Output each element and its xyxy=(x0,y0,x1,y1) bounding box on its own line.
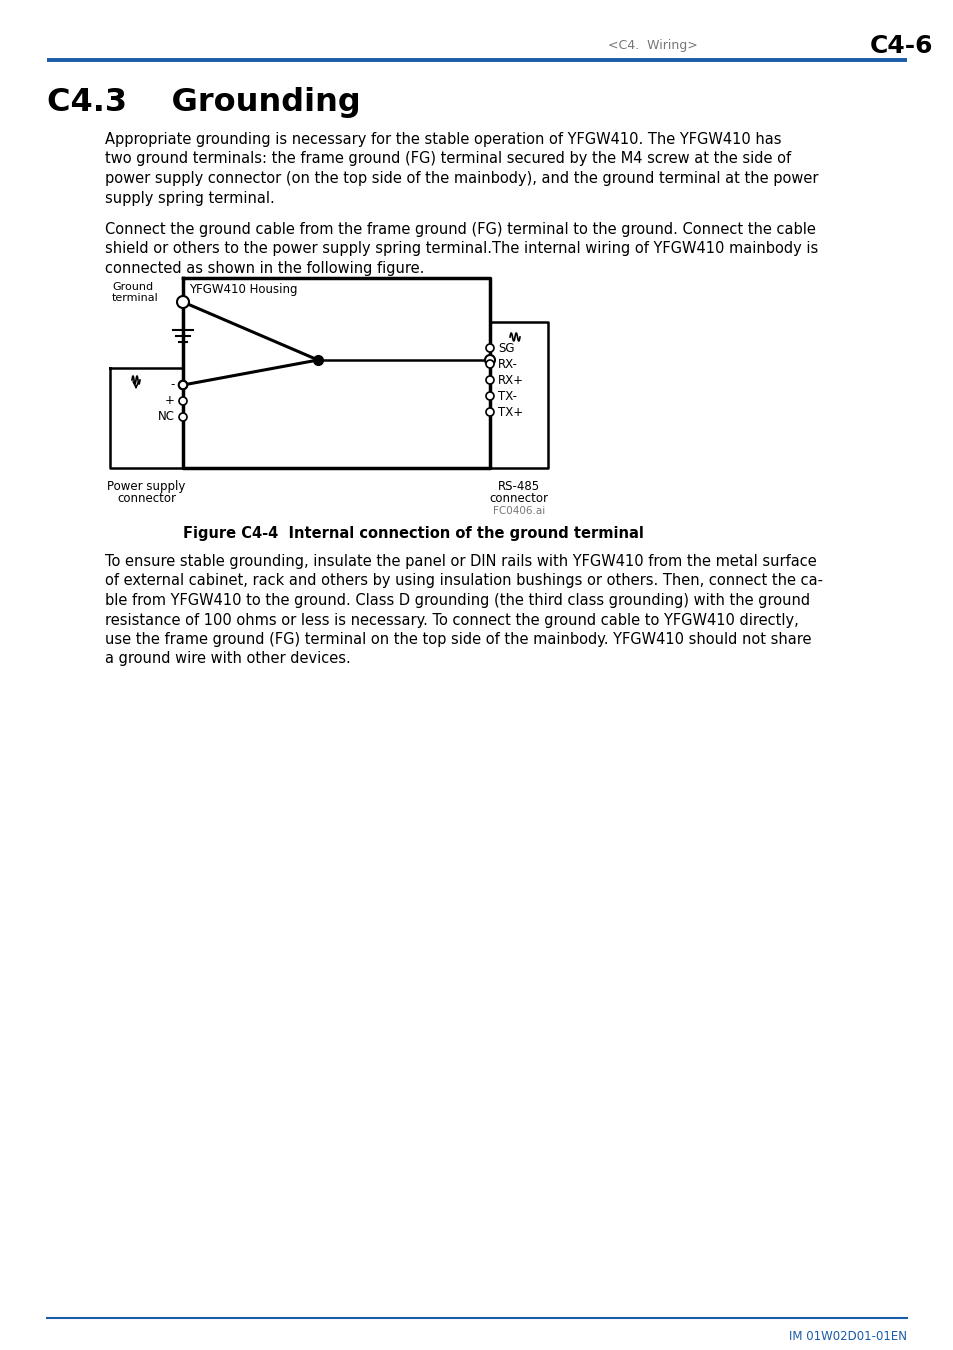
Circle shape xyxy=(179,397,187,405)
Text: resistance of 100 ohms or less is necessary. To connect the ground cable to YFGW: resistance of 100 ohms or less is necess… xyxy=(105,613,798,628)
Circle shape xyxy=(485,360,494,369)
Text: RX-: RX- xyxy=(497,358,517,370)
Circle shape xyxy=(485,377,494,383)
Circle shape xyxy=(485,408,494,416)
Text: of external cabinet, rack and others by using insulation bushings or others. The: of external cabinet, rack and others by … xyxy=(105,574,822,589)
Text: NC: NC xyxy=(158,410,174,424)
Text: terminal: terminal xyxy=(112,293,158,302)
Circle shape xyxy=(485,344,494,352)
Circle shape xyxy=(485,392,494,400)
Text: power supply connector (on the top side of the mainbody), and the ground termina: power supply connector (on the top side … xyxy=(105,171,818,186)
Text: <C4.  Wiring>: <C4. Wiring> xyxy=(607,39,697,53)
Text: two ground terminals: the frame ground (FG) terminal secured by the M4 screw at : two ground terminals: the frame ground (… xyxy=(105,151,790,166)
Text: Appropriate grounding is necessary for the stable operation of YFGW410. The YFGW: Appropriate grounding is necessary for t… xyxy=(105,132,781,147)
Text: TX-: TX- xyxy=(497,390,517,402)
Circle shape xyxy=(484,355,495,364)
Text: +: + xyxy=(165,394,174,408)
Text: connector: connector xyxy=(489,491,548,505)
Text: To ensure stable grounding, insulate the panel or DIN rails with YFGW410 from th: To ensure stable grounding, insulate the… xyxy=(105,554,816,568)
Text: Ground: Ground xyxy=(112,282,153,292)
Text: IM 01W02D01-01EN: IM 01W02D01-01EN xyxy=(788,1330,906,1342)
Circle shape xyxy=(179,381,187,389)
Text: Power supply: Power supply xyxy=(107,481,186,493)
Text: RX+: RX+ xyxy=(497,374,523,386)
Text: Connect the ground cable from the frame ground (FG) terminal to the ground. Conn: Connect the ground cable from the frame … xyxy=(105,221,815,238)
Text: connector: connector xyxy=(117,491,175,505)
Circle shape xyxy=(177,296,189,308)
Text: a ground wire with other devices.: a ground wire with other devices. xyxy=(105,652,351,667)
Text: supply spring terminal.: supply spring terminal. xyxy=(105,190,274,205)
Text: TX+: TX+ xyxy=(497,405,522,418)
Circle shape xyxy=(179,413,187,421)
Text: YFGW410 Housing: YFGW410 Housing xyxy=(189,284,297,296)
Text: FC0406.ai: FC0406.ai xyxy=(493,506,544,516)
Text: SG: SG xyxy=(497,342,514,355)
Text: RS-485: RS-485 xyxy=(497,481,539,493)
Text: connected as shown in the following figure.: connected as shown in the following figu… xyxy=(105,261,424,275)
Text: -: - xyxy=(171,378,174,392)
Text: Figure C4-4  Internal connection of the ground terminal: Figure C4-4 Internal connection of the g… xyxy=(183,526,643,541)
Text: shield or others to the power supply spring terminal.The internal wiring of YFGW: shield or others to the power supply spr… xyxy=(105,242,818,256)
Circle shape xyxy=(178,381,188,390)
Text: C4.3    Grounding: C4.3 Grounding xyxy=(47,88,360,119)
Text: use the frame ground (FG) terminal on the top side of the mainbody. YFGW410 shou: use the frame ground (FG) terminal on th… xyxy=(105,632,811,647)
Text: C4-6: C4-6 xyxy=(869,34,933,58)
Text: ble from YFGW410 to the ground. Class D grounding (the third class grounding) wi: ble from YFGW410 to the ground. Class D … xyxy=(105,593,809,608)
